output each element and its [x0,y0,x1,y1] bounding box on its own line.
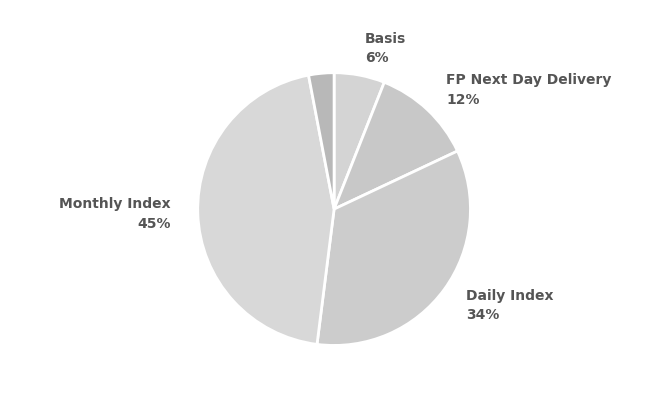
Wedge shape [309,73,334,209]
Wedge shape [198,75,334,344]
Text: Basis
6%: Basis 6% [365,32,406,65]
Text: FP Next Day Delivery
12%: FP Next Day Delivery 12% [446,73,612,106]
Wedge shape [334,73,384,209]
Wedge shape [334,82,458,209]
Wedge shape [317,151,471,346]
Text: Monthly Index
45%: Monthly Index 45% [59,198,170,231]
Text: Daily Index
34%: Daily Index 34% [467,288,554,322]
